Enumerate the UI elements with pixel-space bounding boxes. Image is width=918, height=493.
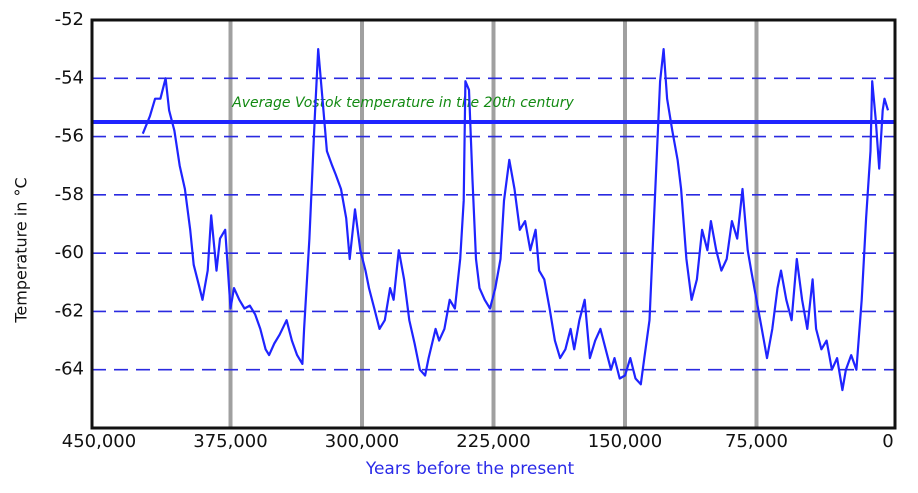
x-tick-label: 150,000 (588, 431, 662, 452)
annotation: Average Vostok temperature in the 20th c… (231, 95, 574, 111)
x-tick-label: 0 (882, 431, 893, 452)
y-axis-label: Temperature in °C (12, 177, 31, 323)
y-tick-label: -58 (55, 184, 84, 205)
y-tick-label: -52 (55, 9, 84, 30)
x-tick-label: 375,000 (193, 431, 267, 452)
data-line (141, 48, 890, 392)
x-tick-label: 300,000 (325, 431, 399, 452)
y-tick-label: -60 (55, 242, 84, 263)
x-axis-label: Years before the present (365, 459, 575, 479)
y-tick-label: -56 (55, 126, 84, 147)
x-tick-label: 225,000 (456, 431, 530, 452)
x-tick-label: 450,000 (62, 431, 136, 452)
y-tick-label: -64 (55, 359, 84, 380)
x-tick-label: 75,000 (725, 431, 788, 452)
y-tick-label: -62 (55, 300, 84, 321)
y-tick-label: -54 (55, 67, 84, 88)
plot-border (90, 18, 897, 430)
